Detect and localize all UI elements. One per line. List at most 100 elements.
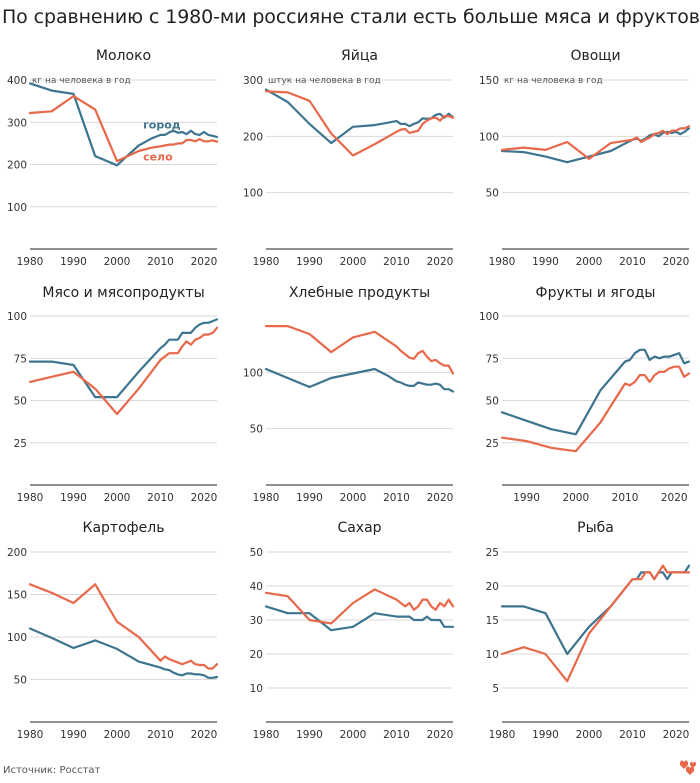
series-line-city — [28, 318, 219, 399]
y-tick-label: 200 — [7, 547, 27, 559]
y-tick-label: 150 — [479, 75, 499, 87]
y-tick-label: 300 — [243, 75, 263, 87]
chart-panel: Мясо и мясопродукты 25 50 75 100 1980 1990 2000… — [7, 285, 219, 504]
x-tick-label: 1990 — [532, 729, 559, 741]
x-tick-label: 2020 — [427, 492, 454, 504]
series-label-village: село — [143, 150, 173, 163]
y-tick-label: 300 — [7, 117, 27, 129]
x-tick-label: 2020 — [427, 256, 454, 268]
series-line-city — [500, 348, 691, 436]
x-tick-label: 2010 — [383, 729, 410, 741]
chart-title: Картофель — [83, 520, 165, 536]
x-tick-label: 1980 — [17, 729, 44, 741]
x-tick-label: 1980 — [489, 256, 516, 268]
y-tick-label: 25 — [486, 547, 499, 559]
source-note: Источник: Росстат — [3, 765, 101, 776]
series-line-city — [500, 127, 691, 164]
x-tick-label: 1990 — [60, 492, 87, 504]
chart-panel: Молоко 100 200 300 400 1980 1990 2000 2010 2020 кг… — [7, 48, 219, 268]
x-tick-label: 2000 — [576, 729, 603, 741]
y-tick-label: 50 — [250, 547, 263, 559]
chart-panel: Сахар 10 20 30 40 50 1980 1990 2000 2010 2020 — [250, 520, 455, 741]
x-tick-label: 2000 — [104, 729, 131, 741]
x-tick-label: 2020 — [191, 256, 218, 268]
chart-title: Рыба — [577, 520, 614, 536]
y-tick-label: 75 — [486, 353, 499, 365]
x-tick-label: 1990 — [296, 492, 323, 504]
series-line-village — [264, 90, 455, 157]
x-tick-label: 2000 — [340, 492, 367, 504]
x-tick-label: 1980 — [253, 492, 280, 504]
chart-title: Овощи — [570, 48, 620, 64]
x-tick-label: 1990 — [60, 729, 87, 741]
y-tick-label: 50 — [486, 188, 499, 200]
y-tick-label: 20 — [250, 649, 263, 661]
series-line-village — [264, 588, 455, 625]
x-tick-label: 2010 — [612, 492, 639, 504]
y-tick-label: 15 — [486, 615, 499, 627]
y-tick-label: 100 — [243, 367, 263, 379]
series-line-city — [28, 82, 219, 167]
y-tick-label: 100 — [7, 632, 27, 644]
chart-panel: Рыба 5 10 15 20 25 1980 1990 2000 2010 2020 — [486, 520, 691, 741]
x-tick-label: 1990 — [296, 729, 323, 741]
x-tick-label: 2010 — [619, 256, 646, 268]
x-tick-label: 1980 — [253, 729, 280, 741]
series-line-village — [28, 583, 219, 670]
y-tick-label: 150 — [7, 590, 27, 602]
x-tick-label: 2010 — [383, 492, 410, 504]
y-tick-label: 100 — [479, 311, 499, 323]
x-tick-label: 2010 — [147, 256, 174, 268]
series-line-city — [264, 88, 455, 145]
x-tick-label: 2020 — [663, 256, 690, 268]
x-tick-label: 1980 — [489, 729, 516, 741]
y-tick-label: 10 — [486, 649, 499, 661]
x-tick-label: 1980 — [17, 492, 44, 504]
series-line-village — [28, 95, 219, 163]
series-line-village — [500, 564, 691, 683]
y-tick-label: 50 — [486, 396, 499, 408]
y-tick-label: 50 — [14, 396, 27, 408]
unit-label: кг на человека в год — [32, 76, 131, 86]
x-tick-label: 1990 — [296, 256, 323, 268]
chart-panel: Яйца 100 200 300 1980 1990 2000 2010 2020 штук на… — [243, 48, 455, 268]
chart-title: Фрукты и ягоды — [536, 285, 656, 301]
x-tick-label: 2000 — [562, 492, 589, 504]
y-tick-label: 75 — [14, 353, 27, 365]
x-tick-label: 2020 — [427, 729, 454, 741]
x-tick-label: 1990 — [60, 256, 87, 268]
y-tick-label: 25 — [486, 438, 499, 450]
x-tick-label: 2010 — [147, 729, 174, 741]
y-tick-label: 5 — [492, 683, 499, 695]
x-tick-label: 2010 — [619, 729, 646, 741]
x-tick-label: 2010 — [147, 492, 174, 504]
series-line-city — [264, 367, 455, 393]
y-tick-label: 40 — [250, 581, 263, 593]
x-tick-label: 1980 — [17, 256, 44, 268]
y-tick-label: 200 — [7, 160, 27, 172]
x-tick-label: 2000 — [340, 256, 367, 268]
x-tick-label: 2000 — [104, 256, 131, 268]
x-tick-label: 2020 — [663, 729, 690, 741]
series-line-village — [500, 125, 691, 160]
y-tick-label: 25 — [14, 438, 27, 450]
y-tick-label: 50 — [250, 424, 263, 436]
y-tick-label: 100 — [243, 188, 263, 200]
x-tick-label: 1990 — [532, 256, 559, 268]
y-tick-label: 100 — [7, 202, 27, 214]
chart-panel: Овощи 50 100 150 1980 1990 2000 2010 2020 кг на ч… — [479, 48, 691, 268]
chart-title: Яйца — [341, 48, 378, 64]
y-tick-label: 10 — [250, 683, 263, 695]
chart-panel: Хлебные продукты 50 100 1980 1990 2000 2010 202… — [243, 285, 455, 504]
y-tick-label: 100 — [479, 131, 499, 143]
unit-label: штук на человека в год — [268, 76, 381, 86]
x-tick-label: 2010 — [383, 256, 410, 268]
y-tick-label: 50 — [14, 675, 27, 687]
series-label-city: город — [143, 119, 181, 132]
unit-label: кг на человека в год — [504, 76, 603, 86]
x-tick-label: 1990 — [513, 492, 540, 504]
y-tick-label: 20 — [486, 581, 499, 593]
y-tick-label: 200 — [243, 131, 263, 143]
chart-panel: Фрукты и ягоды 25 50 75 100 1990 2000 2010 2020 — [479, 285, 691, 504]
